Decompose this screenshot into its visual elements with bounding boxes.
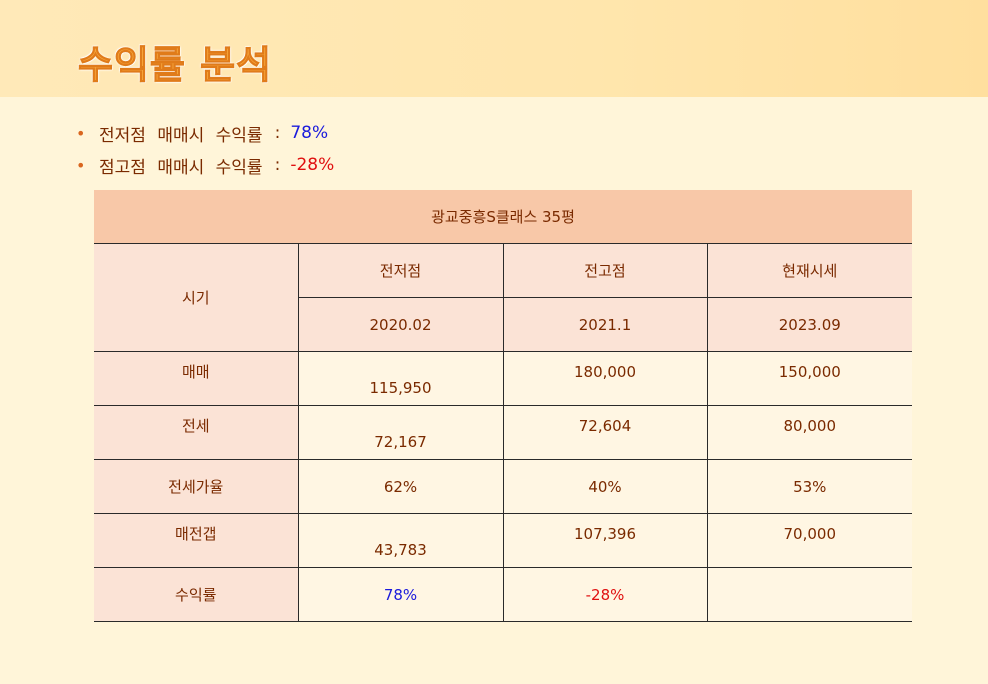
bullet-dot-icon: • bbox=[76, 123, 86, 143]
bullet-colon: : bbox=[274, 123, 281, 143]
table-cell: 150,000 bbox=[706, 351, 913, 406]
table-cell: 62% bbox=[297, 459, 504, 514]
table-cell: 80,000 bbox=[706, 405, 913, 460]
period-label: 시기 bbox=[94, 243, 299, 352]
header-band bbox=[0, 0, 988, 97]
table-cell: 40% bbox=[502, 459, 708, 514]
table-cell: 53% bbox=[706, 459, 913, 514]
column-header: 전고점 bbox=[502, 243, 708, 298]
table-header-row: 시기 전저점 전고점 현재시세 bbox=[94, 243, 913, 352]
table-banner: 광교중흥S클래스 35평 bbox=[94, 190, 913, 244]
column-date: 2020.02 bbox=[297, 297, 504, 352]
table-row: 수익률 78% -28% bbox=[94, 567, 913, 622]
table-cell: -28% bbox=[502, 567, 708, 622]
table-cell: 70,000 bbox=[706, 513, 913, 568]
table-cell: 78% bbox=[297, 567, 504, 622]
table-cell: 72,604 bbox=[502, 405, 708, 460]
bullet-item: • 전저점 매매시 수익률 : 78% bbox=[76, 117, 334, 149]
column-header: 현재시세 bbox=[706, 243, 913, 298]
column-date: 2021.1 bbox=[502, 297, 708, 352]
page-title: 수익률 분석 bbox=[77, 43, 273, 88]
row-label: 수익률 bbox=[94, 567, 299, 622]
table-cell: 72,167 bbox=[297, 405, 504, 460]
table-row: 전세가율 62% 40% 53% bbox=[94, 459, 913, 514]
table-cell: 180,000 bbox=[502, 351, 708, 406]
table-cell: 115,950 bbox=[297, 351, 504, 406]
bullet-item: • 점고점 매매시 수익률 : -28% bbox=[76, 149, 334, 181]
row-label: 매매 bbox=[94, 351, 299, 406]
bullet-list: • 전저점 매매시 수익률 : 78% • 점고점 매매시 수익률 : -28% bbox=[76, 117, 334, 181]
column-date: 2023.09 bbox=[706, 297, 913, 352]
table-row: 전세 72,167 72,604 80,000 bbox=[94, 405, 913, 460]
bullet-colon: : bbox=[274, 155, 281, 175]
table-cell bbox=[706, 567, 913, 622]
profit-table: 광교중흥S클래스 35평 시기 전저점 전고점 현재시세 2020.02 202… bbox=[94, 190, 913, 622]
bullet-label: 전저점 매매시 수익률 bbox=[99, 125, 263, 146]
table-cell: 107,396 bbox=[502, 513, 708, 568]
row-label: 매전갭 bbox=[94, 513, 299, 568]
row-label: 전세가율 bbox=[94, 459, 299, 514]
row-label: 전세 bbox=[94, 405, 299, 460]
bullet-value: 78% bbox=[290, 123, 329, 143]
bullet-dot-icon: • bbox=[76, 155, 86, 175]
bullet-value: -28% bbox=[290, 155, 335, 175]
table-cell: 43,783 bbox=[297, 513, 504, 568]
table-row: 매전갭 43,783 107,396 70,000 bbox=[94, 513, 913, 568]
table-date-row: 2020.02 2021.1 2023.09 bbox=[94, 297, 913, 352]
table-row: 매매 115,950 180,000 150,000 bbox=[94, 351, 913, 406]
column-header: 전저점 bbox=[297, 243, 504, 298]
table-banner-row: 광교중흥S클래스 35평 bbox=[94, 190, 913, 244]
bullet-label: 점고점 매매시 수익률 bbox=[99, 157, 263, 178]
